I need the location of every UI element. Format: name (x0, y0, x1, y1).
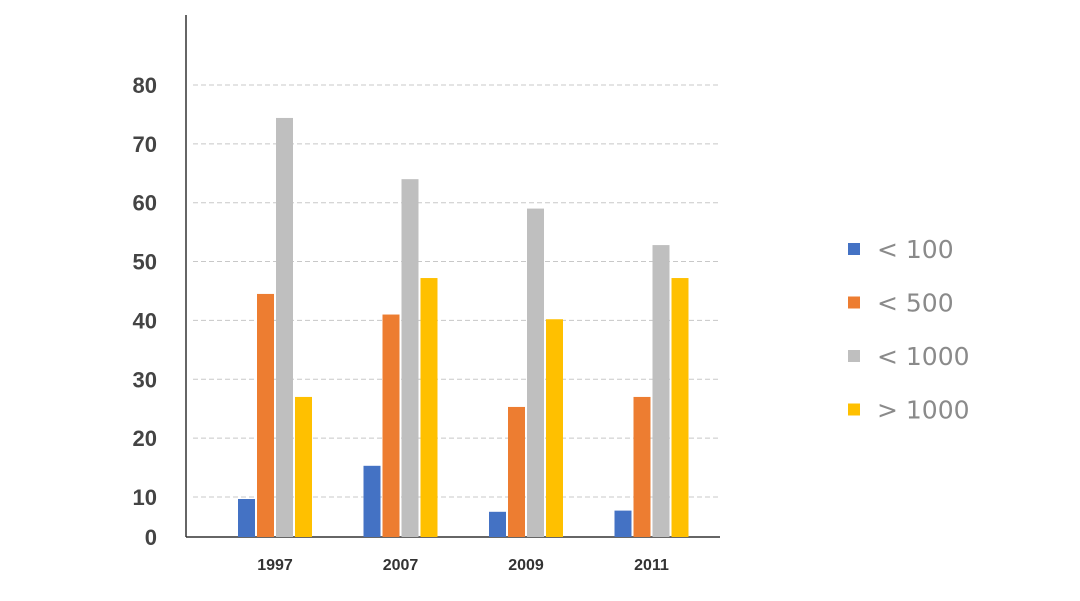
bar-1997-1 (257, 293, 274, 537)
bar-1997-2 (276, 117, 293, 538)
bar-2007-1 (382, 314, 400, 537)
y-tick-label: 70 (133, 132, 157, 157)
legend-label: < 100 (877, 235, 954, 264)
bar-2007-3 (420, 278, 438, 537)
bar-2009-1 (508, 406, 525, 537)
y-tick-label: 60 (133, 191, 157, 216)
bar-1997-3 (295, 396, 312, 537)
bar-2007-2 (401, 179, 419, 537)
bar-1997-0 (238, 499, 255, 537)
bar-2009-2 (527, 208, 544, 537)
y-tick-label: 30 (133, 367, 157, 392)
x-tick-label: 1997 (257, 557, 293, 574)
x-tick-label: 2009 (508, 557, 544, 574)
y-tick-label: 50 (133, 250, 157, 275)
legend-label: > 1000 (877, 396, 970, 425)
y-tick-label: 40 (133, 308, 157, 333)
legend-swatch (848, 350, 860, 362)
y-tick-label: 80 (133, 73, 157, 98)
y-tick-label: 20 (133, 426, 157, 451)
legend-swatch (848, 243, 860, 255)
x-tick-label: 2007 (383, 557, 419, 574)
bar-2011-1 (633, 396, 651, 537)
legend-label: < 1000 (877, 342, 970, 371)
bar-2011-0 (614, 510, 632, 537)
y-tick-label: 10 (133, 485, 157, 510)
x-tick-label: 2011 (634, 557, 669, 574)
y-tick-label: 0 (145, 525, 157, 550)
bar-2011-2 (652, 245, 670, 537)
bar-2009-0 (489, 511, 506, 537)
bar-2009-3 (546, 319, 563, 537)
legend-swatch (848, 403, 860, 416)
legend-swatch (848, 296, 860, 309)
legend-label: < 500 (877, 289, 954, 318)
bar-2007-0 (363, 465, 381, 537)
bar-2011-3 (671, 278, 689, 537)
